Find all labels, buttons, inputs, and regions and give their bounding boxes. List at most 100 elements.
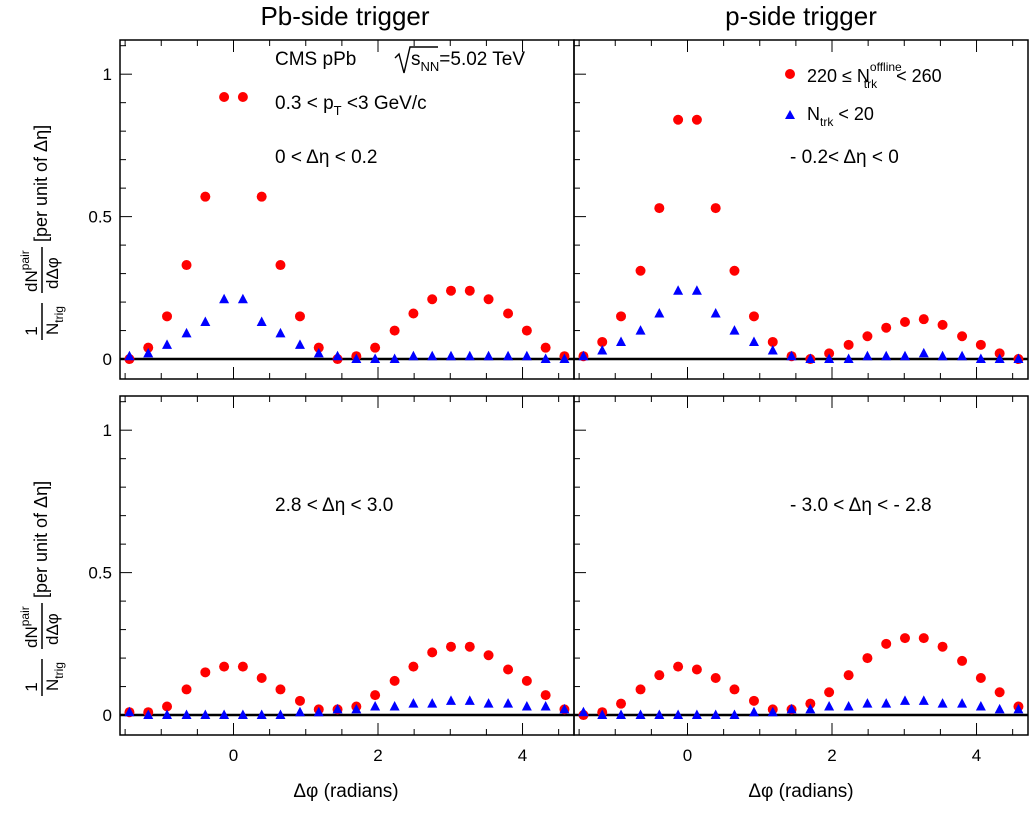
y-label-deriv-den: dΔφ <box>43 613 62 645</box>
y-label-frac-den: Ntrig <box>43 306 66 335</box>
data-point-low-mult <box>370 701 381 711</box>
data-point-high-mult <box>408 308 419 319</box>
data-point-low-mult <box>1013 353 1024 364</box>
data-point-low-mult <box>162 339 173 349</box>
data-point-high-mult <box>294 311 305 322</box>
data-point-high-mult <box>503 664 514 675</box>
data-point-high-mult <box>654 203 665 214</box>
data-point-low-mult <box>578 350 589 361</box>
data-point-high-mult <box>862 653 873 664</box>
legend-label-low-mult: Ntrk < 20 <box>807 104 874 129</box>
data-point-low-mult <box>445 695 456 705</box>
data-point-high-mult <box>843 339 854 350</box>
data-point-low-mult <box>219 293 230 304</box>
data-point-low-mult <box>824 701 835 711</box>
data-point-low-mult <box>994 353 1005 364</box>
y-label-frac-num: 1 <box>22 326 41 335</box>
data-point-high-mult <box>427 294 438 305</box>
data-point-high-mult <box>691 664 702 675</box>
data-point-low-mult <box>729 709 740 720</box>
column-title-pb-side: Pb-side trigger <box>260 1 429 31</box>
data-point-low-mult <box>767 345 778 355</box>
data-point-low-mult <box>351 703 362 714</box>
data-point-low-mult <box>616 336 627 346</box>
data-point-low-mult <box>899 350 910 361</box>
data-point-low-mult <box>237 709 248 720</box>
data-point-low-mult <box>559 703 570 714</box>
data-point-high-mult <box>389 675 400 686</box>
data-point-low-mult <box>483 350 494 361</box>
data-point-low-mult <box>464 695 475 705</box>
y-label-deriv-den: dΔφ <box>43 257 62 289</box>
data-point-low-mult <box>957 698 968 708</box>
data-point-high-mult <box>729 265 740 276</box>
data-point-high-mult <box>389 325 400 336</box>
data-point-high-mult <box>937 319 948 330</box>
data-point-low-mult <box>219 709 230 720</box>
data-point-high-mult <box>256 191 267 202</box>
data-point-low-mult <box>881 698 892 708</box>
data-point-low-mult <box>918 347 929 358</box>
data-point-low-mult <box>503 350 514 361</box>
data-point-low-mult <box>521 701 532 711</box>
panel-frame <box>573 395 1029 736</box>
data-point-high-mult <box>994 348 1005 359</box>
data-point-high-mult <box>635 684 646 695</box>
x-tick-label: 2 <box>827 746 836 765</box>
data-point-high-mult <box>975 673 986 684</box>
delta-eta-range-label: - 3.0 < Δη < - 2.8 <box>790 495 932 516</box>
data-point-low-mult <box>275 709 286 720</box>
data-point-high-mult <box>256 673 267 684</box>
data-point-high-mult <box>275 684 286 695</box>
panel-bottom-right: 0 2 4 - 3.0 < Δη < - 2.8 <box>573 395 1029 765</box>
data-point-low-mult <box>181 709 192 720</box>
data-point-low-mult <box>824 353 835 364</box>
y-tick-label: 0.5 <box>88 564 112 583</box>
data-point-low-mult <box>313 706 324 717</box>
data-point-low-mult <box>805 703 816 714</box>
data-point-low-mult <box>200 316 211 327</box>
data-point-low-mult <box>937 698 948 708</box>
y-tick-label: 0 <box>103 350 112 369</box>
data-point-high-mult <box>957 331 968 342</box>
data-point-high-mult <box>370 690 381 701</box>
data-point-high-mult <box>313 342 324 353</box>
data-point-high-mult <box>767 336 778 347</box>
data-point-low-mult <box>483 698 494 708</box>
panels: 0 0.5 1 0 < Δη < 0.2 - 0.2< Δη < 0 0 0.5 1 0 2 4 2.… <box>88 39 1029 765</box>
data-point-low-mult <box>540 701 551 711</box>
data-point-low-mult <box>143 709 154 720</box>
delta-eta-range-label: 0 < Δη < 0.2 <box>275 147 378 168</box>
data-point-low-mult <box>1013 703 1024 714</box>
data-point-high-mult <box>237 661 248 672</box>
data-point-low-mult <box>862 698 873 708</box>
data-point-high-mult <box>918 314 929 325</box>
data-point-low-mult <box>540 353 551 364</box>
data-point-low-mult <box>427 698 438 708</box>
y-axis-label-bottom: 1 Ntrig dNpair dΔφ [per unit of Δη] <box>18 481 66 696</box>
data-point-low-mult <box>654 709 665 720</box>
y-label-unit: [per unit of Δη] <box>31 481 51 598</box>
data-point-low-mult <box>389 701 400 711</box>
data-point-low-mult <box>881 350 892 361</box>
data-point-low-mult <box>635 709 646 720</box>
data-point-low-mult <box>957 350 968 361</box>
data-point-low-mult <box>389 353 400 364</box>
data-point-high-mult <box>673 114 684 125</box>
data-point-low-mult <box>464 350 475 361</box>
data-point-low-mult <box>918 695 929 705</box>
y-tick-label: 1 <box>103 421 112 440</box>
data-point-low-mult <box>843 701 854 711</box>
experiment-label: CMS pPb <box>275 49 356 70</box>
data-point-high-mult <box>899 633 910 644</box>
data-point-high-mult <box>540 342 551 353</box>
data-point-low-mult <box>786 350 797 361</box>
data-point-high-mult <box>408 661 419 672</box>
data-point-high-mult <box>294 695 305 706</box>
data-point-low-mult <box>975 701 986 711</box>
panel-bottom-left: 0 0.5 1 0 2 4 2.8 < Δη < 3.0 <box>88 395 575 765</box>
data-point-low-mult <box>181 327 192 338</box>
data-point-low-mult <box>786 703 797 714</box>
y-label-frac-num: 1 <box>22 682 41 691</box>
data-point-low-mult <box>408 350 419 361</box>
